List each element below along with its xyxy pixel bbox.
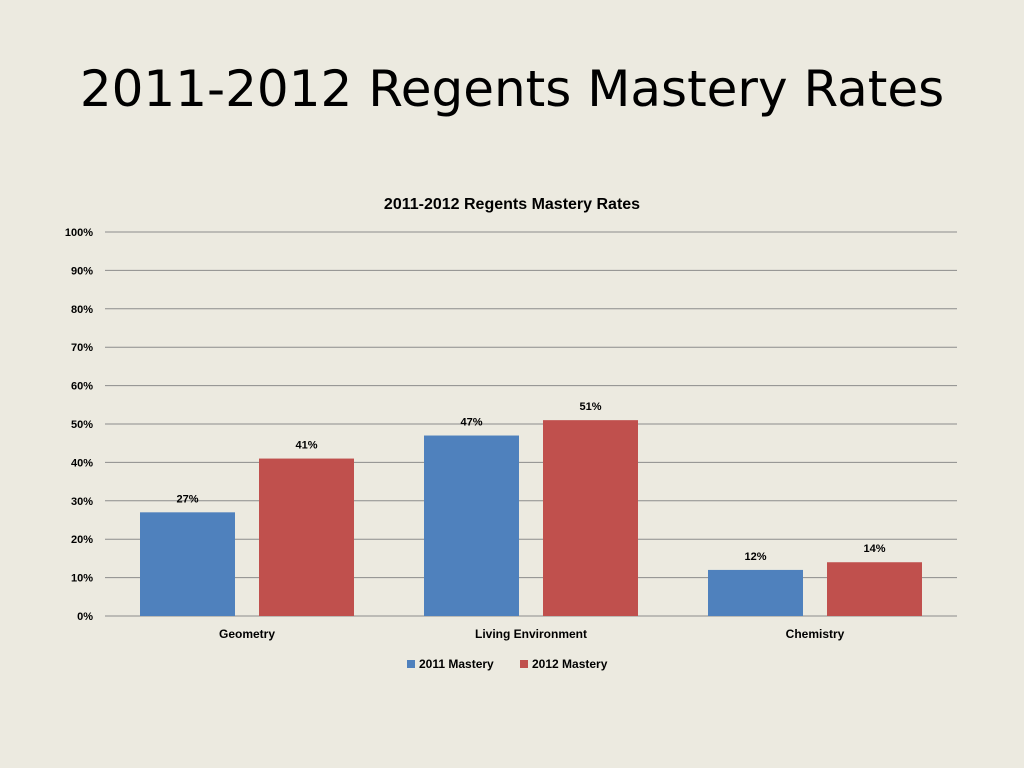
legend-label: 2012 Mastery [532, 657, 608, 671]
y-tick-label: 80% [71, 304, 93, 316]
slide-title: 2011-2012 Regents Mastery Rates [79, 60, 945, 118]
bar [140, 512, 235, 616]
legend-swatch [407, 660, 415, 668]
chart-title: 2011-2012 Regents Mastery Rates [384, 196, 640, 213]
data-label: 14% [863, 543, 885, 555]
legend: 2011 Mastery 2012 Mastery [407, 657, 608, 671]
data-label: 41% [295, 440, 317, 452]
y-tick-label: 50% [71, 419, 93, 431]
y-tick-label: 40% [71, 457, 93, 469]
data-label: 47% [460, 417, 482, 429]
bar [543, 420, 638, 616]
x-category-label: Chemistry [786, 627, 845, 641]
data-label: 51% [579, 401, 601, 413]
bar [259, 458, 354, 616]
gridlines [105, 231, 957, 617]
y-tick-label: 20% [71, 534, 93, 546]
y-tick-label: 0% [77, 611, 93, 623]
x-axis-category-labels: Geometry Living Environment Chemistry [219, 627, 845, 641]
y-tick-label: 90% [71, 265, 93, 277]
y-axis-tick-labels: 0% 10% 20% 30% 40% 50% 60% 70% 80% 90% 100% [65, 227, 93, 623]
bar [708, 569, 803, 616]
data-label: 27% [176, 493, 198, 505]
x-category-label: Living Environment [475, 627, 587, 641]
x-category-label: Geometry [219, 627, 275, 641]
y-tick-label: 10% [71, 573, 93, 585]
legend-label: 2011 Mastery [419, 657, 494, 671]
y-tick-label: 100% [65, 227, 93, 239]
data-labels: 27% 41% 47% 51% 12% 14% [176, 401, 885, 563]
bar [827, 562, 922, 616]
bar [424, 435, 519, 616]
bars [140, 420, 922, 616]
legend-swatch [520, 660, 528, 668]
y-tick-label: 30% [71, 496, 93, 508]
y-tick-label: 70% [71, 342, 93, 354]
data-label: 12% [744, 551, 766, 563]
y-tick-label: 60% [71, 381, 93, 393]
